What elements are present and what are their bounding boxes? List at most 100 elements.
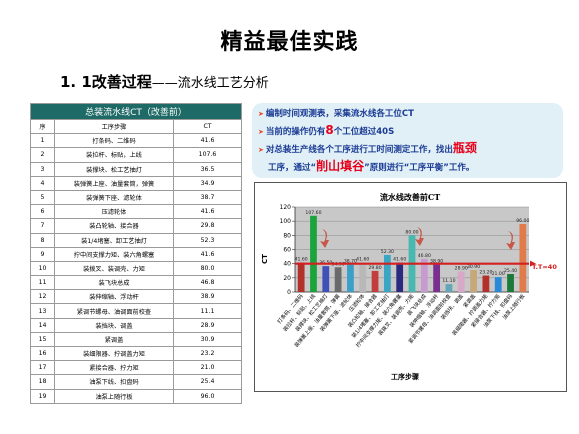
bullet-arrow-icon: ➤ — [258, 110, 264, 118]
table-row: 17 紧接合器、拧力矩 21.0 — [30, 360, 242, 376]
table-row: 4 装弹簧上座、油量套筒，弹簧 34.9 — [30, 175, 242, 191]
cell-seq: 2 — [30, 147, 55, 163]
cell-seq: 14 — [30, 317, 55, 333]
y-tick-label: 20 — [283, 275, 291, 282]
table-row: 6 压滤轮体 41.6 — [30, 204, 242, 220]
cell-ct: 25.4 — [173, 374, 242, 390]
table-row: 7 装凸轮轴、接合器 29.8 — [30, 218, 242, 234]
cell-ct: 30.9 — [173, 331, 242, 348]
chart-ylabel: CT — [261, 254, 269, 264]
bar — [310, 215, 317, 292]
cell-step: 紧调节螺母、油调面前校查 — [54, 303, 174, 319]
takt-label: T.T=40 — [532, 263, 557, 271]
cell-seq: 10 — [30, 260, 55, 277]
cell-seq: 13 — [30, 303, 55, 319]
header-seq: 序 — [30, 118, 55, 135]
cell-step: 打条码、二维码 — [54, 133, 174, 149]
bar — [494, 277, 502, 292]
cell-seq: 15 — [30, 331, 55, 348]
cell-seq: 3 — [30, 161, 55, 177]
ct-table: 总装流水线CT（改善前） 序 工序步骤 CT 1 打条码、二维码 41.6 2 装拉杆、… — [30, 103, 242, 404]
chart-title: 流水线改善前CT — [380, 192, 440, 202]
bar — [445, 284, 453, 292]
bullet-arrow-icon: ➤ — [258, 128, 264, 136]
bar-value-label: 96.00 — [516, 218, 529, 224]
table-row: 13 紧调节螺母、油调面前校查 11.1 — [30, 303, 242, 319]
cell-seq: 19 — [30, 388, 55, 404]
bar-value-label: 21.00 — [492, 271, 505, 277]
callout-text-3a: 对总装生产线各个工序进行工时间测定工作，找出 — [265, 145, 453, 155]
cell-seq: 16 — [30, 345, 55, 362]
cell-step: 压滤轮体 — [54, 204, 174, 220]
cell-step: 紧接合器、拧力矩 — [54, 360, 174, 376]
cell-step: 装1/4堵塞、卸工艺抽灯 — [54, 232, 174, 248]
table-row: 19 油泵上随行板 96.0 — [30, 388, 242, 404]
table-row: 16 装细限器、拧调盖力矩 23.2 — [30, 345, 242, 362]
cell-step: 装拨叉、装调壳、力矩 — [54, 260, 174, 277]
y-tick-label: 120 — [280, 204, 292, 211]
cell-seq: 7 — [30, 218, 55, 234]
cell-ct: 46.8 — [173, 275, 242, 291]
cell-ct: 107.6 — [173, 147, 242, 163]
cell-ct: 41.6 — [173, 133, 242, 149]
cell-seq: 6 — [30, 204, 55, 220]
bar — [322, 266, 330, 292]
callout-text-2a: 当前的操作仍有 — [265, 127, 326, 137]
bullet-arrow-icon: ➤ — [258, 146, 264, 154]
bar-value-label: 41.60 — [393, 257, 406, 263]
bar-value-label: 29.80 — [368, 265, 381, 271]
table-row: 5 装弹簧下座、滤轮体 38.7 — [30, 189, 242, 206]
table-header-row: 序 工序步骤 CT — [30, 118, 242, 135]
bar-value-label: 11.10 — [442, 278, 455, 284]
cell-step: 装弹簧上座、油量套筒，弹簧 — [54, 175, 174, 191]
bar-value-label: 46.80 — [418, 253, 431, 259]
bar — [297, 262, 305, 292]
cell-ct: 11.1 — [173, 303, 242, 319]
section-subtitle: 1. 1改善过程——流水线工艺分析 — [60, 71, 269, 92]
cell-seq: 9 — [30, 246, 55, 262]
bar-value-label: 28.90 — [455, 266, 468, 272]
cell-step: 装撑块、松工艺抽灯 — [54, 161, 174, 177]
cell-ct: 38.7 — [173, 189, 242, 206]
bar — [347, 264, 354, 292]
cell-seq: 4 — [30, 175, 55, 191]
cell-ct: 41.6 — [173, 246, 242, 262]
table-row: 3 装撑块、松工艺抽灯 36.5 — [30, 161, 242, 177]
bar — [482, 275, 490, 292]
callout-text-1: 编制时间观测表，采集流水线各工位CT — [265, 109, 414, 119]
bar — [433, 264, 441, 292]
bar — [396, 262, 404, 292]
y-tick-label: 0 — [287, 289, 291, 296]
down-arrow-icon — [414, 227, 424, 246]
cell-step: 装伸缩轴、浮动杆 — [54, 289, 174, 305]
cell-step: 装挡块、调盖 — [54, 317, 174, 333]
cell-step: 拧中间支撑力矩、装六角螺塞 — [54, 246, 174, 262]
cell-ct: 28.9 — [173, 317, 242, 333]
cell-ct: 80.0 — [173, 260, 242, 277]
bar — [519, 224, 527, 292]
down-arrow-icon — [320, 229, 330, 248]
subtitle-text: ——流水线工艺分析 — [151, 76, 269, 91]
bar-value-label: 25.40 — [504, 268, 517, 274]
cell-ct: 21.0 — [173, 360, 242, 376]
subtitle-number: 1. 1改善过程 — [60, 73, 152, 91]
callout-line-1: ➤ 编制时间观测表，采集流水线各工位CT — [258, 106, 557, 122]
bar — [420, 258, 428, 292]
bar-value-label: 38.70 — [344, 259, 357, 265]
y-tick-label: 100 — [280, 218, 292, 225]
table-row: 18 油泵下线、扣盘码 25.4 — [30, 374, 242, 390]
cell-ct: 96.0 — [173, 388, 242, 404]
cell-step: 油泵下线、扣盘码 — [54, 374, 174, 390]
bar — [334, 267, 342, 292]
y-tick-label: 60 — [283, 247, 291, 254]
callout-highlight-count: 8 — [325, 123, 334, 137]
bar-value-label: 52.30 — [381, 249, 394, 255]
bar-value-label: 38.90 — [430, 258, 443, 264]
cell-seq: 1 — [30, 133, 55, 149]
callout-box: ➤ 编制时间观测表，采集流水线各工位CT ➤ 当前的操作仍有8个工位超过40S ➤ 对… — [252, 103, 563, 178]
bar-value-label: 80.00 — [405, 229, 418, 235]
table-row: 9 拧中间支撑力矩、装六角螺塞 41.6 — [30, 246, 242, 262]
down-arrow-icon — [506, 231, 516, 250]
page-title: 精益最佳实践 — [220, 30, 359, 55]
cell-ct: 36.5 — [173, 161, 242, 177]
